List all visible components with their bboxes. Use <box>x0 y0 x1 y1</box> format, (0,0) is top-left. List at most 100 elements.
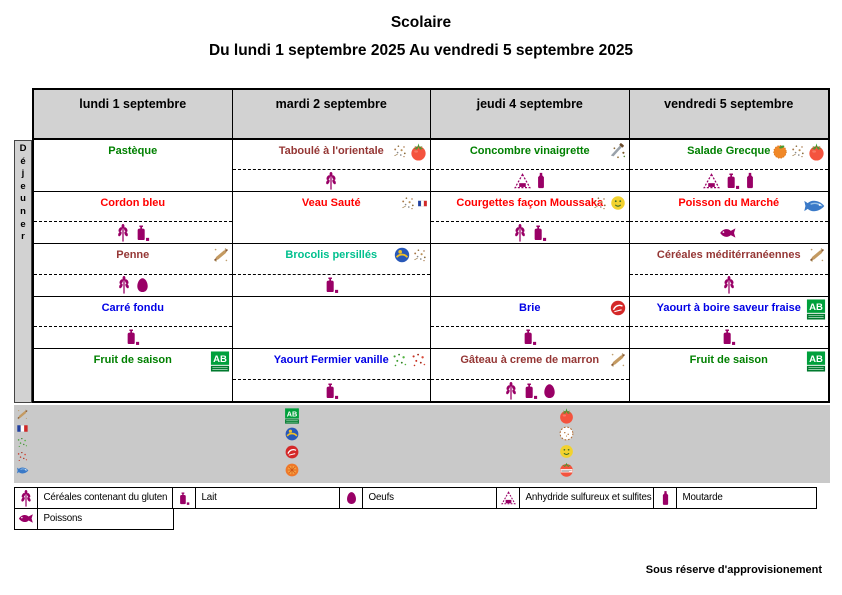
band-jeudi-icon-stack <box>558 407 575 478</box>
homemade-icon <box>16 408 29 421</box>
dotted-circle-icon <box>558 425 575 442</box>
dish-name: Pastèque <box>108 145 158 157</box>
dish-name: Yaourt à boire saveur fraise <box>656 301 801 314</box>
smiley-icon <box>558 443 575 460</box>
menu-cell: Veau Sauté <box>232 192 431 245</box>
allergen-row <box>431 221 629 243</box>
dish-badges <box>806 351 826 372</box>
allergen-row <box>629 169 828 191</box>
menu-cell: Concombre vinaigrette <box>431 140 630 193</box>
legend-oeufs-label: Oeufs <box>361 487 498 509</box>
lait-icon <box>178 490 190 507</box>
gluten-icon <box>324 172 338 190</box>
allergen-row <box>34 221 232 243</box>
orange-logo-icon <box>284 462 300 478</box>
dish-badges <box>771 142 826 161</box>
menu-cell: Yaourt à boire saveur fraise <box>629 296 828 349</box>
allergen-row <box>431 169 629 191</box>
dish-name: Taboulé à l'orientale <box>278 145 384 157</box>
dish-name: Gâteau à creme de marron <box>460 353 600 366</box>
allergen-row <box>34 273 232 296</box>
menu-cell: Poisson du Marché <box>629 192 828 245</box>
blue-fish-icon <box>802 198 826 214</box>
dish-badges <box>609 351 627 369</box>
tomato-icon <box>558 407 575 424</box>
legend-gluten-icon-box <box>14 487 38 509</box>
french-flag-icon <box>16 422 29 435</box>
sulfites-icon <box>501 491 516 505</box>
french-flag-icon <box>417 198 428 209</box>
menu-cell: Céréales méditérranéennes <box>629 244 828 297</box>
legend-sulfites-label: Anhydride sulfureux et sulfites <box>518 487 655 509</box>
red-speckle-icon <box>410 351 428 369</box>
lait-icon <box>725 172 740 190</box>
blue-fish-icon <box>16 464 29 477</box>
lait-icon <box>324 382 339 400</box>
menu-cell: Brocolis persillés <box>232 244 431 297</box>
dish-name: Fruit de saison <box>93 353 172 366</box>
tomato-label-icon <box>558 461 575 478</box>
legend-sulfites-icon-box <box>496 487 520 509</box>
dish-name: Brocolis persillés <box>285 249 378 262</box>
legend-gluten-label: Céréales contenant du gluten <box>36 487 174 509</box>
certification-band <box>14 405 830 483</box>
allergen-row <box>629 273 828 296</box>
dish-name: Fruit de saison <box>689 353 768 366</box>
dish-name: Poisson du Marché <box>678 197 780 210</box>
legend-lait-icon-box <box>172 487 196 509</box>
ab-organic-icon <box>210 351 230 372</box>
allergen-row <box>232 379 430 401</box>
sulfites-icon <box>514 173 531 189</box>
dish-badges <box>210 351 230 372</box>
allergen-row <box>232 273 430 296</box>
page-title: Scolaire <box>390 14 452 31</box>
spices-icon <box>392 143 408 159</box>
spices-icon <box>400 195 416 211</box>
menu-cell-empty <box>232 296 431 349</box>
day-header-lundi: lundi 1 septembre <box>34 90 233 140</box>
menu-cell: Cordon bleu <box>34 192 233 245</box>
dish-badges <box>609 142 627 160</box>
dish-badges <box>400 194 428 211</box>
green-speckle-icon <box>391 351 409 369</box>
lait-icon <box>522 328 537 346</box>
allergen-row <box>431 379 629 401</box>
dish-badges <box>802 194 826 214</box>
gluten-icon <box>20 490 32 507</box>
lait-icon <box>721 328 736 346</box>
dish-name: Yaourt Fermier vanille <box>273 353 389 366</box>
menu-cell: Fruit de saison <box>629 348 828 401</box>
day-header-jeudi: jeudi 4 septembre <box>431 90 630 140</box>
dish-name: Salade Grecque <box>687 145 771 157</box>
menu-grid: lundi 1 septembre mardi 2 septembre jeud… <box>32 88 830 403</box>
spices-icon <box>790 143 806 159</box>
dish-name: Veau Sauté <box>301 197 361 210</box>
tomato-icon <box>807 142 826 161</box>
legend-oeufs-icon-box <box>339 487 363 509</box>
dish-name: Concombre vinaigrette <box>469 145 590 157</box>
gluten-icon <box>117 276 131 294</box>
menu-cell: Taboulé à l'orientale <box>232 140 431 193</box>
dish-name: Cordon bleu <box>100 197 166 210</box>
crudites-icon <box>609 142 627 160</box>
menu-cell: Fruit de saison <box>34 348 233 401</box>
dish-name: Brie <box>519 301 541 314</box>
homemade-icon <box>609 351 627 369</box>
menu-cell: Gâteau à creme de marron <box>431 348 630 401</box>
lait-icon <box>523 382 538 400</box>
oeufs-icon <box>136 277 149 293</box>
ab-organic-icon <box>806 351 826 372</box>
dish-badges <box>391 351 428 369</box>
dish-badges <box>609 299 627 317</box>
poissons-icon <box>18 513 35 524</box>
dish-name: Penne <box>116 249 150 262</box>
dish-name: Céréales méditérranéennes <box>656 249 801 262</box>
dish-name: Courgettes façon Moussaka <box>456 197 604 210</box>
menu-cell-empty <box>431 244 630 297</box>
day-header-mardi: mardi 2 septembre <box>232 90 431 140</box>
menu-cell: Pastèque <box>34 140 233 193</box>
red-label-icon <box>284 444 300 460</box>
allergen-row <box>34 380 232 401</box>
lait-icon <box>324 276 339 294</box>
allergen-row <box>34 325 232 348</box>
